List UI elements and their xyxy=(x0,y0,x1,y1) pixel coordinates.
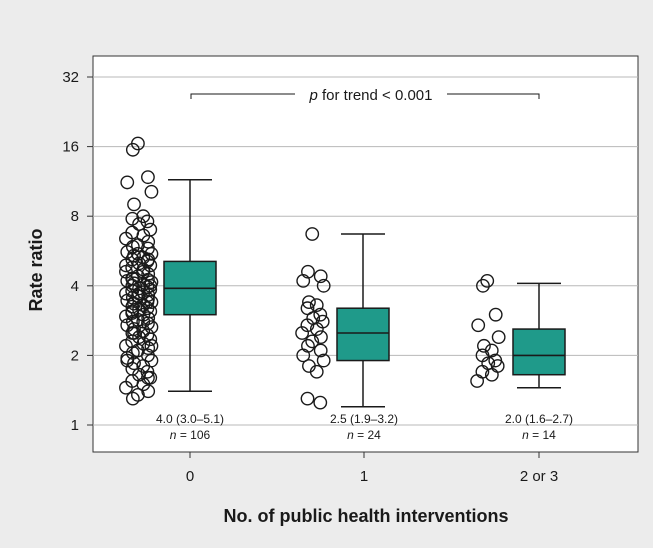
data-point xyxy=(140,214,155,229)
group-n: n = 14 xyxy=(522,428,556,442)
data-point xyxy=(132,302,146,317)
data-point xyxy=(125,299,140,314)
data-point xyxy=(132,286,146,301)
n-value: = 106 xyxy=(176,428,210,442)
x-tick-label: 2 or 3 xyxy=(520,468,558,485)
plot-area xyxy=(92,55,639,453)
y-axis-title: Rate ratio xyxy=(26,228,46,311)
n-symbol: n xyxy=(522,428,529,442)
group-summaries: 4.0 (3.0–5.1) n = 106 2.5 (1.9–3.2) n = 24 2… xyxy=(156,412,573,442)
data-point xyxy=(125,391,140,406)
trend-p: p xyxy=(308,87,317,104)
data-point xyxy=(300,391,315,406)
group-n: n = 106 xyxy=(170,428,211,442)
data-point xyxy=(314,330,328,344)
data-point xyxy=(313,395,328,410)
data-point xyxy=(309,364,324,379)
trend-bracket xyxy=(190,93,540,99)
trend-annotation: p for trend < 0.001 xyxy=(190,87,540,104)
data-point xyxy=(296,348,311,363)
data-point xyxy=(141,252,156,267)
data-point xyxy=(120,245,135,259)
group-summary: 2.5 (1.9–3.2) xyxy=(330,412,398,426)
n-symbol: n xyxy=(347,428,354,442)
box xyxy=(512,328,566,376)
x-tick-label: 0 xyxy=(186,468,194,485)
data-point xyxy=(131,246,145,261)
data-point xyxy=(119,231,133,246)
trend-label: p for trend < 0.001 xyxy=(308,87,432,104)
data-point xyxy=(140,295,155,310)
data-point xyxy=(140,364,155,379)
data-point xyxy=(470,374,485,388)
data-point xyxy=(480,274,495,288)
box xyxy=(336,307,390,362)
data-point xyxy=(143,278,158,293)
data-point xyxy=(125,304,140,319)
y-tick-label: 8 xyxy=(71,208,79,225)
data-point xyxy=(127,326,141,340)
data-point xyxy=(305,334,320,349)
y-tick-label: 4 xyxy=(71,278,79,295)
data-point xyxy=(491,330,506,344)
data-point xyxy=(120,175,135,190)
data-point xyxy=(125,271,140,286)
y-tick-label: 2 xyxy=(71,347,79,364)
data-point xyxy=(309,298,324,313)
group-n: n = 24 xyxy=(347,428,381,442)
data-point xyxy=(316,353,331,368)
data-point xyxy=(300,318,315,333)
data-point xyxy=(119,258,133,273)
data-point xyxy=(144,184,159,199)
data-point xyxy=(313,343,328,358)
data-point xyxy=(120,318,135,333)
data-point xyxy=(143,332,158,347)
data-point xyxy=(313,307,328,322)
data-point xyxy=(119,380,133,395)
data-point xyxy=(127,197,141,212)
data-point xyxy=(141,272,155,287)
trend-text: for trend < 0.001 xyxy=(318,87,433,104)
n-value: = 24 xyxy=(354,428,381,442)
data-point xyxy=(296,274,311,288)
x-axis-ticks: 0 1 2 or 3 xyxy=(186,452,558,485)
data-point xyxy=(471,318,486,333)
x-axis-title: No. of public health interventions xyxy=(223,506,508,526)
y-tick-label: 1 xyxy=(71,417,79,434)
data-point xyxy=(476,278,490,293)
data-point xyxy=(120,353,135,368)
data-point xyxy=(141,170,155,185)
data-point xyxy=(484,367,499,382)
data-point xyxy=(136,314,151,329)
data-point xyxy=(127,356,141,371)
data-point xyxy=(125,142,140,157)
data-point xyxy=(488,307,503,322)
data-point xyxy=(477,338,491,353)
x-tick-label: 1 xyxy=(360,468,368,485)
data-point xyxy=(295,326,310,340)
data-point xyxy=(144,338,159,353)
data-point xyxy=(136,264,151,279)
data-point xyxy=(141,370,155,385)
data-point xyxy=(302,295,316,310)
data-point xyxy=(305,227,320,241)
group-summary: 4.0 (3.0–5.1) xyxy=(156,412,224,426)
y-axis-ticks: 1 2 4 8 16 32 xyxy=(62,69,93,434)
n-value: = 14 xyxy=(529,428,556,442)
data-point xyxy=(309,322,324,336)
group-summary: 2.0 (1.6–2.7) xyxy=(505,412,573,426)
n-symbol: n xyxy=(170,428,177,442)
data-point xyxy=(313,269,328,284)
data-point xyxy=(316,278,331,293)
data-point xyxy=(141,341,156,356)
data-point xyxy=(141,384,156,399)
y-tick-label: 16 xyxy=(62,139,79,156)
boxes xyxy=(163,179,566,408)
data-points xyxy=(119,136,506,410)
y-tick-label: 32 xyxy=(62,69,79,86)
